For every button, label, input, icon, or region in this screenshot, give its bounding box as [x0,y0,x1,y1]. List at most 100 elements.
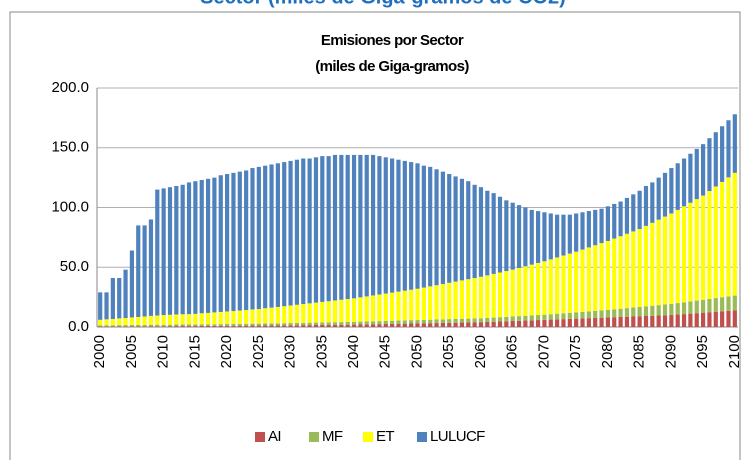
bar-segment [288,160,293,306]
bar-segment [282,306,287,324]
bar-segment [104,319,109,326]
bar-segment [618,316,623,327]
bar-segment [612,203,617,239]
bar-segment [555,214,560,258]
bar-segment [180,314,185,325]
bar-segment [409,320,414,324]
bar-segment [301,158,306,305]
bar-segment [345,299,350,322]
bar-segment [174,326,179,327]
bar-segment [586,318,591,327]
bar-segment [542,212,547,262]
bar-segment [535,262,541,316]
bar-segment [732,310,737,327]
bar-segment [586,247,591,312]
bar-segment [345,154,350,300]
bar-segment [599,243,604,311]
bar-segment [700,195,706,300]
bar-segment [148,219,154,316]
bar-segment [656,305,661,316]
bar-segment [282,162,287,307]
bar-segment [377,324,382,327]
bar-segment [510,269,515,317]
bar-segment [402,323,407,327]
bar-segment [555,257,560,314]
bar-segment [675,314,680,327]
bar-segment [161,188,166,316]
bar-segment [174,324,179,327]
bar-segment [117,278,122,319]
bar-segment [624,308,630,317]
bar-segment [466,181,471,280]
bar-segment [390,323,395,327]
bar-segment [497,317,503,322]
bar-segment [688,301,693,314]
bar-segment [726,177,731,297]
bar-segment [275,325,280,327]
bar-segment [332,322,338,325]
bar-segment [707,138,712,192]
bar-segment [193,181,198,314]
bar-segment [98,325,103,327]
bar-segment [396,159,401,292]
bar-segment [447,174,452,283]
legend-label: MF [322,428,343,445]
bar-segment [326,301,331,323]
bar-segment [250,325,255,327]
bar-segment [358,154,363,298]
bar-segment [383,324,388,327]
bar-segment [326,156,331,302]
bar-segment [129,317,135,325]
bar-segment [428,286,433,320]
bar-segment [491,321,496,327]
bar-segment [180,324,185,327]
bar-segment [377,321,382,325]
bar-segment [402,160,407,291]
bar-segment [104,325,109,327]
bar-segment [434,169,439,286]
bar-segment [713,132,718,187]
bar-segment [180,326,185,327]
bar-segment [440,319,445,323]
bar-segment [574,312,579,319]
bar-segment [161,326,166,327]
bar-segment [675,303,680,315]
bar-segment [161,324,166,327]
bar-segment [186,326,192,327]
bar-segment [205,178,211,313]
bar-segment [713,186,718,299]
bar-segment [231,324,236,326]
bar-segment [307,303,312,323]
bar-segment [694,300,699,314]
bar-segment [313,322,319,325]
bar-segment [110,325,115,327]
bar-segment [313,302,319,323]
bar-segment [205,312,211,325]
bar-segment [282,325,287,327]
bar-segment [326,324,331,327]
bar-segment [123,326,128,327]
bar-segment [472,184,477,279]
bar-segment [142,316,147,325]
bar-segment [694,313,699,327]
bar-segment [218,175,223,312]
bar-segment [136,316,141,325]
bar-segment [218,324,223,326]
x-tick-label: 2100 [726,335,743,368]
bar-segment [167,326,173,327]
bar-segment [339,324,344,327]
bar-segment [263,308,268,324]
bar-segment [618,308,623,317]
bar-segment [288,305,293,324]
bar-segment [180,184,185,315]
bar-segment [377,294,382,322]
bar-segment [307,158,312,304]
x-tick-label: 2030 [282,335,299,368]
bar-segment [713,311,718,327]
bar-segment [358,297,363,322]
bar-segment [580,212,585,250]
bar-segment [650,182,655,223]
bar-segment [466,322,471,327]
bar-segment [567,214,572,254]
bar-segment [193,313,198,325]
